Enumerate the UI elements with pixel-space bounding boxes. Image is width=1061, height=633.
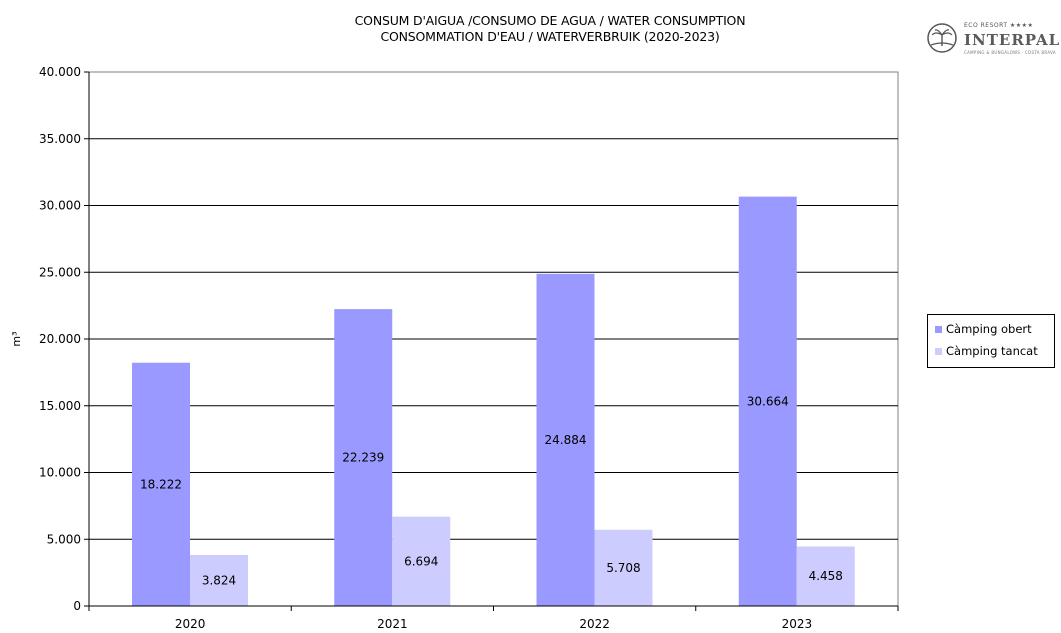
x-tick-label: 2020: [175, 617, 206, 631]
bar-c-mping-tancat-2021: [392, 516, 451, 606]
legend-item-camping-obert: Càmping obert: [935, 322, 1032, 336]
bar-c-mping-obert-2022: [536, 273, 595, 606]
bar-c-mping-tancat-2023: [796, 546, 855, 606]
data-label: 4.458: [809, 569, 843, 583]
data-label: 18.222: [140, 477, 182, 491]
bar-c-mping-tancat-2020: [190, 554, 248, 606]
y-tick-label: 0: [73, 599, 81, 613]
y-tick-label: 25.000: [39, 265, 81, 279]
x-tick-label: 2023: [782, 617, 813, 631]
y-tick-label: 35.000: [39, 132, 81, 146]
y-tick-label: 15.000: [39, 399, 81, 413]
bar-c-mping-obert-2020: [132, 362, 190, 606]
y-tick-label: 30.000: [39, 199, 81, 213]
data-label: 6.694: [404, 554, 438, 568]
legend-label-camping-tancat: Càmping tancat: [946, 344, 1038, 358]
logo-brand: INTERPALS: [964, 31, 1061, 49]
palm-tree-icon: [927, 23, 957, 53]
interpals-logo: ECO RESORT ★★★★ INTERPALS CAMPING & BUNG…: [926, 20, 1061, 60]
legend-swatch-camping-tancat: [935, 347, 942, 355]
y-tick-label: 5.000: [47, 532, 81, 546]
data-label: 5.708: [606, 561, 640, 575]
bar-c-mping-obert-2021: [334, 309, 393, 606]
legend-label-camping-obert: Càmping obert: [946, 322, 1032, 336]
y-tick-label: 10.000: [39, 466, 81, 480]
bar-c-mping-obert-2023: [738, 196, 797, 606]
logo-tagline: ECO RESORT ★★★★: [964, 22, 1034, 29]
legend-item-camping-tancat: Càmping tancat: [935, 344, 1038, 358]
y-tick-label: 40.000: [39, 65, 81, 79]
data-label: 30.664: [747, 394, 789, 408]
legend-swatch-camping-obert: [935, 325, 942, 333]
data-label: 24.884: [545, 433, 587, 447]
logo-subline: CAMPING & BUNGALOWS · COSTA BRAVA: [964, 50, 1056, 55]
bar-c-mping-tancat-2022: [594, 529, 653, 606]
data-label: 22.239: [342, 451, 384, 465]
x-tick-label: 2021: [377, 617, 408, 631]
data-label: 3.824: [202, 573, 236, 587]
y-axis-label: m³: [10, 331, 23, 346]
chart-subtitle: CONSOMMATION D'EAU / WATERVERBRUIK (2020…: [380, 29, 720, 44]
y-tick-label: 20.000: [39, 332, 81, 346]
chart-legend: Càmping obert Càmping tancat: [927, 314, 1055, 368]
chart-title: CONSUM D'AIGUA /CONSUMO DE AGUA / WATER …: [354, 13, 746, 28]
x-tick-label: 2022: [579, 617, 610, 631]
